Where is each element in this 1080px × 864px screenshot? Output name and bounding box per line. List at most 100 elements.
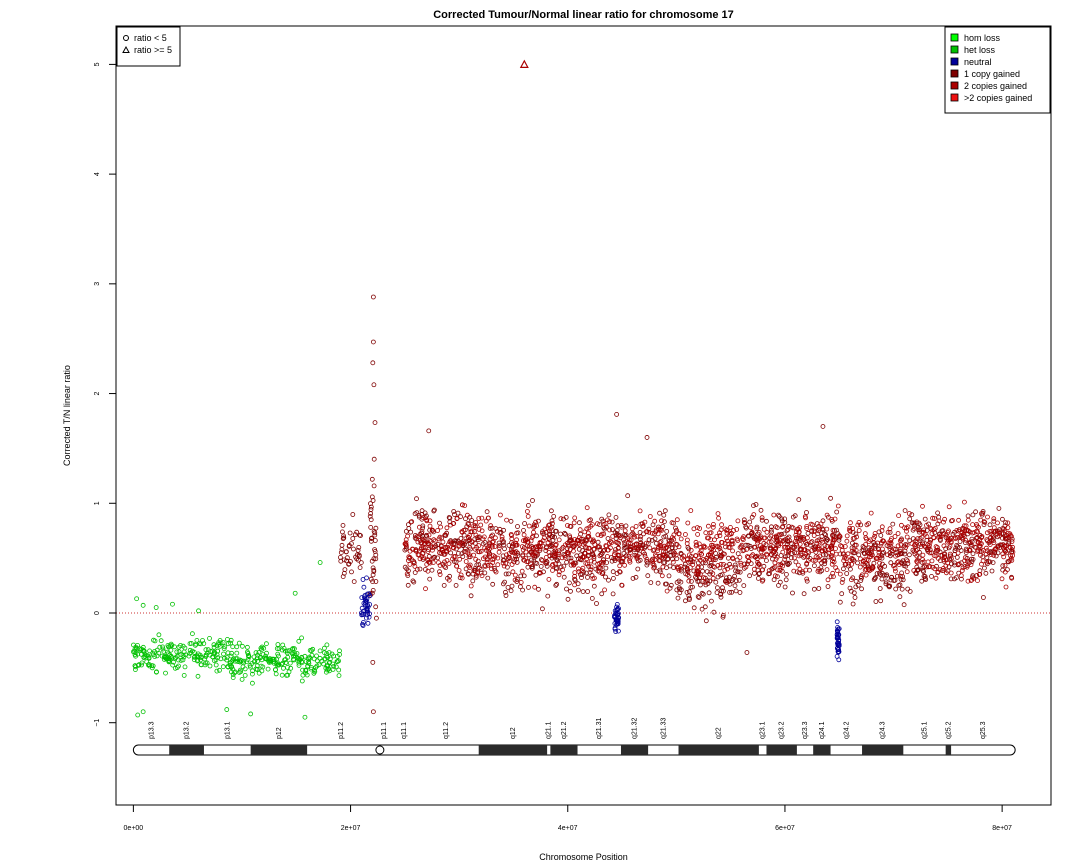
data-point (865, 550, 870, 556)
data-point (805, 535, 810, 541)
data-point (746, 533, 752, 539)
data-point (649, 530, 655, 536)
data-point (817, 526, 822, 532)
data-point (422, 538, 428, 544)
data-point (832, 516, 838, 522)
data-point (545, 593, 551, 599)
data-point (470, 578, 476, 584)
data-point (230, 644, 236, 650)
data-point (954, 575, 959, 580)
data-point (764, 529, 770, 535)
data-point (509, 533, 515, 538)
data-point (803, 551, 809, 557)
data-point (917, 541, 923, 547)
data-point (842, 544, 848, 549)
band-label: q22 (716, 727, 723, 739)
band-label: q25.1 (921, 721, 928, 739)
data-point (741, 517, 747, 523)
data-point (273, 671, 279, 677)
data-point (346, 561, 352, 567)
data-point (919, 578, 925, 584)
data-point (279, 661, 285, 667)
band-label: q24.3 (880, 721, 887, 739)
data-point (985, 514, 990, 520)
data-point (706, 523, 711, 529)
data-point (153, 669, 159, 675)
data-point (211, 651, 217, 657)
data-point (811, 528, 817, 534)
data-point (369, 476, 375, 482)
data-point (430, 560, 436, 565)
data-point (409, 519, 415, 525)
data-point (279, 672, 285, 678)
data-point (525, 509, 530, 514)
data-point (896, 562, 902, 567)
data-point (658, 539, 664, 544)
data-point (242, 673, 248, 678)
data-point (203, 660, 209, 666)
data-point (862, 567, 868, 573)
data-point (995, 550, 1001, 556)
data-point (750, 552, 756, 558)
data-point (151, 637, 156, 643)
data-point (136, 662, 142, 668)
data-point (406, 526, 412, 531)
data-point (526, 544, 532, 549)
data-point (979, 511, 984, 516)
data-point (168, 654, 174, 660)
data-point (982, 519, 988, 525)
data-point (615, 540, 620, 546)
data-point (260, 652, 266, 657)
data-point (676, 544, 682, 550)
data-point (496, 549, 502, 555)
data-point (699, 590, 705, 596)
x-axis-label: Chromosome Position (539, 852, 628, 862)
data-point (321, 661, 327, 667)
data-point (668, 582, 674, 588)
data-point (850, 550, 856, 556)
x-tick-label: 0e+00 (124, 825, 144, 832)
data-point (646, 529, 652, 535)
data-point (979, 535, 984, 540)
data-point (728, 564, 734, 570)
data-point (925, 559, 931, 565)
data-point (490, 557, 496, 563)
data-point (737, 590, 743, 595)
data-point (485, 563, 491, 568)
data-point (487, 536, 493, 542)
data-point (724, 535, 729, 541)
data-point (519, 544, 525, 549)
data-point (727, 532, 733, 537)
data-point (825, 584, 831, 589)
data-point (416, 524, 422, 530)
data-point (524, 536, 530, 542)
data-point (999, 576, 1005, 582)
data-point (556, 572, 562, 578)
data-point (220, 640, 226, 645)
data-point (962, 558, 967, 564)
band-label: p13.1 (224, 721, 231, 739)
data-point (489, 525, 495, 531)
data-point (869, 545, 874, 551)
data-point (232, 658, 238, 664)
data-point (333, 664, 339, 670)
data-point (469, 539, 475, 545)
data-point (404, 571, 410, 577)
series-neutral (359, 575, 842, 663)
x-axis: 0e+00 2e+07 4e+07 6e+07 8e+07 (124, 804, 1012, 832)
data-point (946, 556, 952, 562)
data-point (756, 576, 761, 581)
data-point (501, 563, 507, 569)
data-point (612, 530, 618, 536)
data-point (305, 663, 311, 669)
data-point (856, 520, 862, 525)
data-point (731, 528, 736, 533)
data-point (211, 642, 217, 648)
data-point (751, 532, 756, 537)
data-point (979, 541, 984, 547)
data-point (667, 541, 672, 546)
data-point (703, 530, 709, 536)
data-point (818, 521, 824, 527)
data-point (368, 576, 374, 582)
data-point (582, 540, 588, 546)
